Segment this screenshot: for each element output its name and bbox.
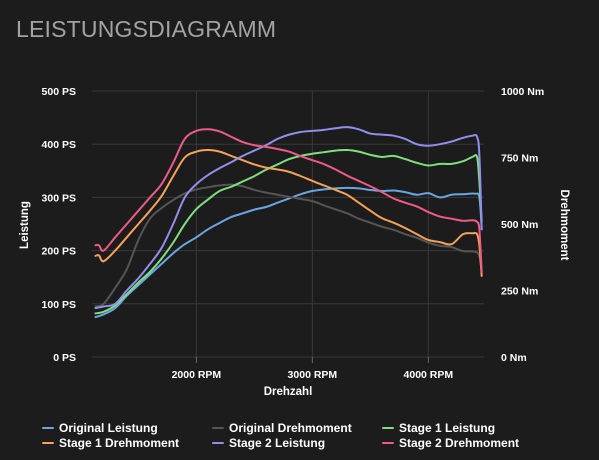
chart-legend: Original Leistung Original Drehmoment St… — [42, 420, 582, 450]
legend-label: Stage 1 Leistung — [399, 420, 496, 435]
y-left-tick-label: 0 PS — [53, 352, 76, 364]
y-left-tick-label: 400 PS — [42, 139, 76, 151]
y-left-tick-label: 300 PS — [42, 192, 76, 204]
legend-swatch — [42, 426, 54, 429]
series-line-stage-2-leistung — [94, 126, 483, 310]
x-tick-label: 2000 RPM — [172, 369, 222, 381]
legend-item-original-drehmoment[interactable]: Original Drehmoment — [212, 420, 382, 435]
y-left-tick-label: 200 PS — [42, 246, 76, 258]
x-tick-label: 3000 RPM — [288, 369, 338, 381]
y-right-tick-label: 750 Nm — [501, 153, 538, 165]
y-right-tick-label: 1000 Nm — [501, 86, 544, 98]
legend-item-stage2-drehmoment[interactable]: Stage 2 Drehmoment — [382, 435, 552, 450]
legend-item-stage1-leistung[interactable]: Stage 1 Leistung — [382, 420, 552, 435]
legend-label: Stage 2 Drehmoment — [399, 435, 520, 450]
x-axis-title: Drehzahl — [264, 386, 313, 398]
legend-item-stage2-leistung[interactable]: Stage 2 Leistung — [212, 435, 382, 450]
legend-swatch — [212, 441, 224, 444]
series-line-stage-1-leistung — [94, 149, 483, 315]
legend-swatch — [382, 441, 394, 444]
legend-item-original-leistung[interactable]: Original Leistung — [42, 420, 212, 435]
y-left-tick-label: 500 PS — [42, 86, 76, 98]
chart-series — [94, 126, 483, 319]
x-tick-label: 4000 RPM — [404, 369, 454, 381]
y-axis-left-title: Leistung — [19, 201, 31, 249]
legend-item-stage1-drehmoment[interactable]: Stage 1 Drehmoment — [42, 435, 212, 450]
legend-label: Original Drehmoment — [229, 420, 352, 435]
y-right-tick-label: 500 Nm — [501, 219, 538, 231]
legend-swatch — [382, 426, 394, 429]
series-line-original-drehmoment — [94, 183, 483, 308]
legend-swatch — [212, 426, 224, 429]
y-right-tick-label: 0 Nm — [501, 352, 527, 364]
series-line-stage-2-drehmoment — [94, 128, 483, 273]
y-right-tick-label: 250 Nm — [501, 286, 538, 298]
legend-label: Original Leistung — [59, 420, 158, 435]
y-left-tick-label: 100 PS — [42, 299, 76, 311]
chart-grid — [92, 90, 484, 363]
legend-label: Stage 1 Drehmoment — [59, 435, 180, 450]
series-line-stage-1-drehmoment — [94, 149, 483, 277]
series-line-original-leistung — [94, 186, 483, 319]
page-title: LEISTUNGSDIAGRAMM — [16, 16, 277, 42]
chart-ticks: 0 PS 100 PS 200 PS 300 PS 400 PS 500 PS 0 Nm 25… — [42, 86, 545, 381]
y-axis-right-title: Drehmoment — [558, 190, 570, 261]
legend-label: Stage 2 Leistung — [229, 435, 326, 450]
legend-swatch — [42, 441, 54, 444]
